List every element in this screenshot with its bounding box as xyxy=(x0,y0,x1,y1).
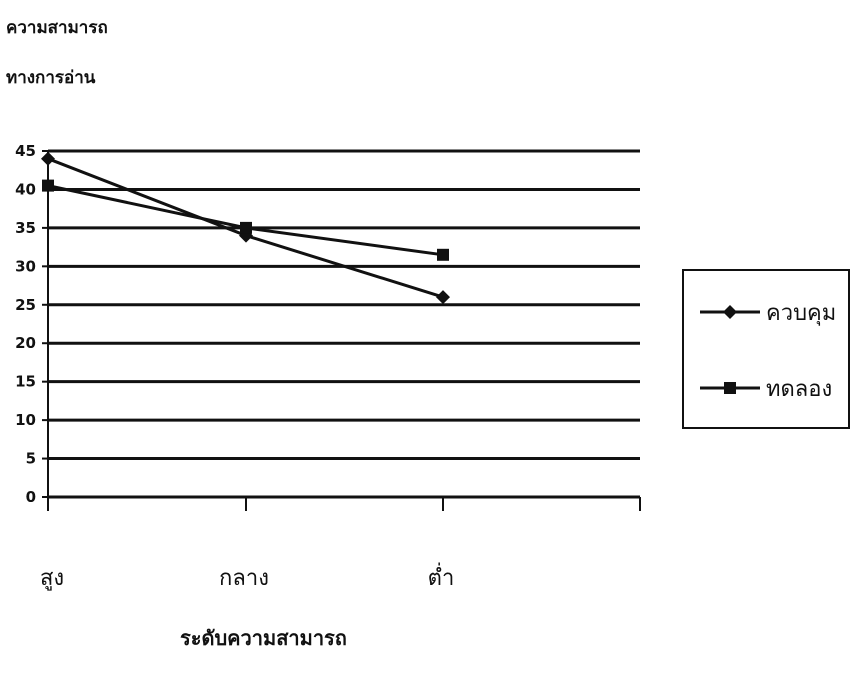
y-tick-label-20: 20 xyxy=(15,334,36,352)
gridlines xyxy=(48,149,640,499)
y-tick-label-45: 45 xyxy=(15,142,36,160)
x-category-label-0: สูง xyxy=(40,566,64,591)
y-axis-label-line-2: ทางการอ่าน xyxy=(6,68,96,88)
legend-box xyxy=(682,269,850,429)
series-0-point-2 xyxy=(436,290,450,305)
y-tick-label-0: 0 xyxy=(26,488,36,506)
legend-marker-0 xyxy=(723,305,737,319)
series-lines xyxy=(41,151,450,305)
y-tick-label-15: 15 xyxy=(15,373,36,391)
x-category-label-2: ต่ำ xyxy=(428,562,455,591)
y-tick-label-10: 10 xyxy=(15,411,36,429)
series-line-1 xyxy=(47,184,444,257)
y-tick-label-40: 40 xyxy=(15,180,36,198)
y-tick-labels: 0 5 10 15 20 25 30 35 40 45 xyxy=(15,142,36,506)
legend-label-1: ทดลอง xyxy=(766,377,832,402)
y-tick-label-35: 35 xyxy=(15,219,36,237)
y-tick-label-25: 25 xyxy=(15,296,36,314)
x-category-labels: สูง กลาง ต่ำ xyxy=(40,562,454,591)
axes xyxy=(42,150,641,511)
legend-marker-1 xyxy=(724,382,736,394)
y-tick-label-5: 5 xyxy=(26,450,36,468)
series-1-point-2 xyxy=(437,248,449,261)
series-1-point-1 xyxy=(240,221,252,234)
y-tick-label-30: 30 xyxy=(15,257,36,275)
x-axis-label: ระดับความสามารถ xyxy=(180,626,347,650)
y-axis-label-line-1: ความสามารถ xyxy=(6,18,108,38)
series-0-point-0 xyxy=(41,151,55,166)
x-category-label-1: กลาง xyxy=(219,566,269,591)
series-1-point-0 xyxy=(42,179,54,192)
legend-label-0: ควบคุม xyxy=(766,301,836,326)
